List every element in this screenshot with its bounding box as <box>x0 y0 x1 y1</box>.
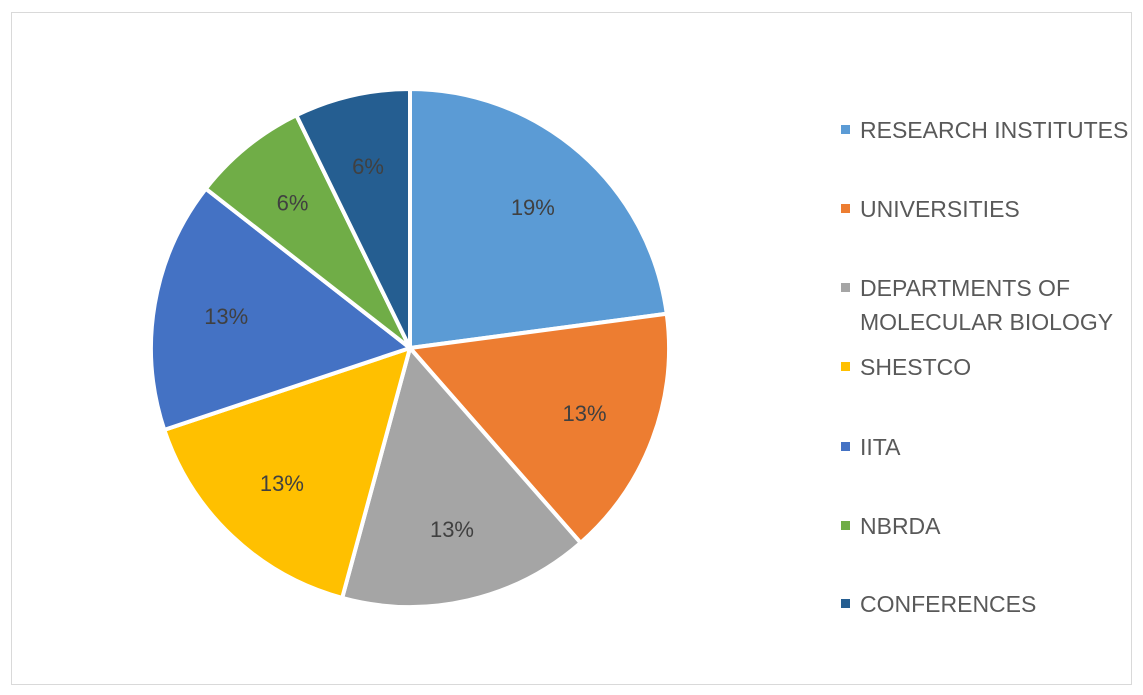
data-label-5: 6% <box>277 191 309 216</box>
data-label-4: 13% <box>204 304 248 329</box>
legend-swatch <box>841 521 850 530</box>
legend-swatch <box>841 599 850 608</box>
legend-swatch <box>841 442 850 451</box>
legend-swatch <box>841 283 850 292</box>
data-label-6: 6% <box>352 154 384 179</box>
data-label-1: 13% <box>563 401 607 426</box>
legend-label: DEPARTMENTS OF MOLECULAR BIOLOGY <box>860 275 1114 335</box>
data-label-2: 13% <box>430 517 474 542</box>
legend-swatch <box>841 362 850 371</box>
data-label-0: 19% <box>511 195 555 220</box>
pie-slice-5 <box>203 113 412 350</box>
legend-swatch <box>841 125 850 134</box>
legend-label: CONFERENCES <box>860 591 1037 617</box>
legend-label: IITA <box>860 434 901 460</box>
legend-swatch <box>841 204 850 213</box>
pie-chart: 19% 13% 13% 13% 13% 6% 6% <box>149 87 671 609</box>
data-label-3: 13% <box>260 471 304 496</box>
pie-slice-2 <box>340 346 583 609</box>
pie-slice-1 <box>408 311 671 545</box>
legend-label: SHESTCO <box>860 354 972 380</box>
legend-label: NBRDA <box>860 513 941 539</box>
chart-area: 19% 13% 13% 13% 13% 6% 6% RESEARCH INSTITUTES U… <box>11 12 1132 685</box>
pie-slice-6 <box>294 87 412 350</box>
pie-slice-4 <box>149 186 412 432</box>
legend-label: RESEARCH INSTITUTES <box>860 117 1129 143</box>
pie-slice-0 <box>408 87 669 350</box>
legend-label: UNIVERSITIES <box>860 196 1020 222</box>
